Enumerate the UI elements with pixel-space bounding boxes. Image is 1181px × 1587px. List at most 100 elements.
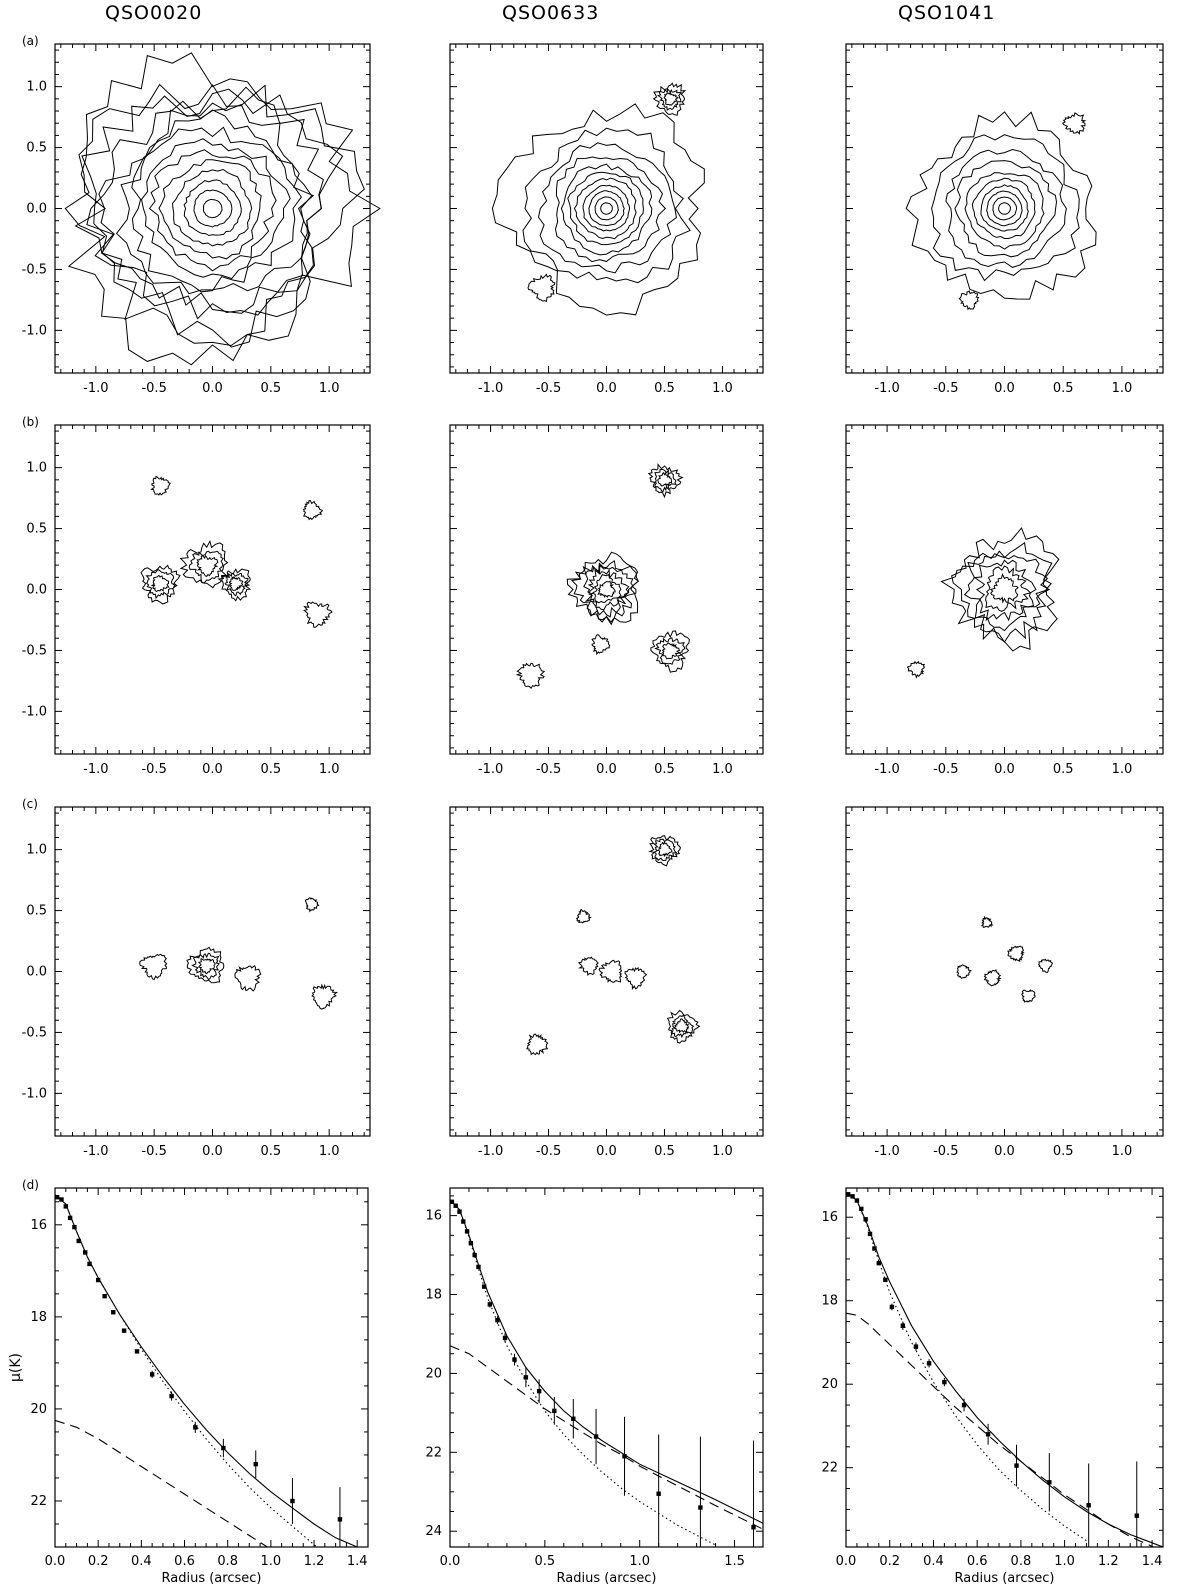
panel-b-3-frame [845, 424, 1164, 755]
panel-b-3-xtick-label: 0.5 [1053, 762, 1074, 777]
profile-3-frame [845, 1187, 1164, 1548]
panel-c-3-xtick-label: 0.0 [994, 1144, 1015, 1159]
profile-2-data-point [481, 1284, 487, 1289]
panel-a-3-xtick-label: -1.0 [874, 381, 899, 396]
panel-a-2-xtick-label: 0.5 [654, 381, 675, 396]
profile-1-data-point [290, 1498, 295, 1504]
panel-a-1-ytick-label: 1.0 [26, 80, 47, 95]
profile-2-xtick-label: 1.0 [629, 1554, 650, 1569]
profile-1-data-point [95, 1277, 101, 1283]
profile-2-data-point [457, 1209, 462, 1214]
panel-a-3-contour [954, 160, 1058, 258]
profile-3-xtick-label: 0.0 [836, 1554, 857, 1569]
profile-2-data-point [593, 1434, 599, 1439]
panel-c-2-contour [598, 959, 623, 983]
panel-b-3-contour [963, 550, 1051, 632]
panel-a-1-xtick-label: 0.5 [260, 381, 281, 396]
profile-3-xtick-label: 0.4 [923, 1554, 944, 1569]
profile-2-total-model-line [450, 1199, 763, 1524]
panel-b-1-contour [150, 574, 170, 593]
profile-3-ytick-label: 20 [821, 1377, 838, 1392]
profile-3-data-point [889, 1304, 895, 1310]
panel-a-2-contour [588, 190, 625, 227]
panel-a-3-contour [945, 148, 1067, 268]
profile-2-data-point [656, 1491, 661, 1496]
profile-1-data-point [169, 1393, 174, 1399]
panel-a-2-contour [491, 103, 705, 316]
panel-a-2-xtick-label: 1.0 [712, 381, 733, 396]
profile-2-xlabel: Radius (arcsec) [557, 1571, 657, 1586]
panel-b-3-xtick-label: 1.0 [1112, 762, 1133, 777]
panel-b-2-contour [653, 468, 677, 493]
profile-1-data-point [67, 1215, 73, 1221]
panel-a-2-contour [554, 156, 666, 263]
panel-b-2-xtick-label: -1.0 [478, 762, 503, 777]
profile-2-data-point [571, 1416, 576, 1421]
panel-b-1-ytick-label: 0.5 [26, 522, 47, 537]
profile-1-ytick-label: 22 [30, 1494, 47, 1509]
profile-2-xtick-label: 0.0 [440, 1554, 461, 1569]
panel-a-1-contour [86, 86, 324, 320]
panel-a-2-contour [600, 202, 613, 215]
profile-1-data-point [102, 1293, 107, 1299]
panel-b-2-contour [515, 662, 546, 689]
panel-c-2-contour [652, 838, 678, 862]
panel-a-2-contour [573, 177, 637, 240]
panel-b-1-contour [179, 539, 230, 589]
profile-2-psf-model-line [450, 1199, 716, 1546]
panel-c-1-ytick-label: -1.0 [22, 1086, 47, 1101]
profile-2-data-point [487, 1302, 493, 1307]
panel-a-1-contour [203, 198, 223, 219]
panel-a-3-xtick-label: -0.5 [933, 381, 958, 396]
profile-3-ytick-label: 16 [821, 1210, 838, 1225]
panel-b-2-xtick-label: 0.0 [596, 762, 617, 777]
panel-c-1-contour [139, 953, 168, 981]
profile-1-xtick-label: 0.0 [45, 1554, 66, 1569]
panel-a-1-contour [64, 52, 381, 366]
panel-a-1-contour [140, 138, 291, 280]
panel-c-2-contour [526, 1033, 549, 1056]
panel-b-1-ytick-label: 1.0 [26, 461, 47, 476]
panel-c-2-contour [670, 1014, 695, 1039]
profile-2-data-point [449, 1199, 455, 1205]
panel-b-2-contour [661, 642, 681, 660]
panel-a-1-xtick-label: 0.0 [202, 381, 223, 396]
panel-a-2-contour [656, 87, 683, 111]
panel-b-2-contour [650, 630, 690, 673]
panel-c-1-xtick-label: 1.0 [319, 1144, 340, 1159]
profile-3-xtick-label: 1.0 [1054, 1554, 1075, 1569]
profile-1-psf-model-line [55, 1194, 319, 1547]
panel-c-2-xtick-label: 1.0 [712, 1144, 733, 1159]
panel-b-2-contour [590, 573, 622, 604]
profile-3-data-point [867, 1231, 873, 1237]
panel-c-3-contour [980, 915, 994, 928]
profile-1-data-point [63, 1204, 68, 1209]
column-title-qso0633: QSO0633 [502, 2, 600, 24]
profile-1-total-model-line [55, 1194, 359, 1547]
panel-c-3-frame [845, 806, 1164, 1137]
panel-a-3-xtick-label: 0.5 [1053, 381, 1074, 396]
panel-c-1-frame [54, 806, 371, 1137]
panel-c-3-xtick-label: 0.5 [1053, 1144, 1074, 1159]
panel-c-1-xtick-label: 0.5 [260, 1144, 281, 1159]
panel-a-3-contour [986, 190, 1023, 227]
panel-c-1-xtick-label: -0.5 [141, 1144, 166, 1159]
row-label-b: (b) [22, 415, 39, 429]
profile-3-xtick-label: 1.4 [1142, 1554, 1163, 1569]
panel-b-1-xtick-label: 0.0 [202, 762, 223, 777]
profile-2-data-point [622, 1454, 627, 1459]
profile-2-ytick-label: 16 [425, 1209, 442, 1224]
panel-b-1-frame [54, 424, 371, 755]
profile-3-xtick-label: 1.2 [1098, 1554, 1119, 1569]
profile-1-xlabel: Radius (arcsec) [162, 1571, 262, 1586]
profile-1-data-point [76, 1238, 81, 1244]
panel-a-2-xtick-label: 0.0 [596, 381, 617, 396]
profile-2-data-point [536, 1388, 542, 1394]
panel-b-3-contour [907, 660, 926, 679]
profile-2-data-point [698, 1505, 703, 1510]
profile-3-xlabel: Radius (arcsec) [955, 1571, 1055, 1586]
profile-3-ytick-label: 22 [821, 1461, 838, 1476]
row-label-c: (c) [22, 797, 38, 811]
profile-1-ytick-label: 20 [30, 1402, 47, 1417]
